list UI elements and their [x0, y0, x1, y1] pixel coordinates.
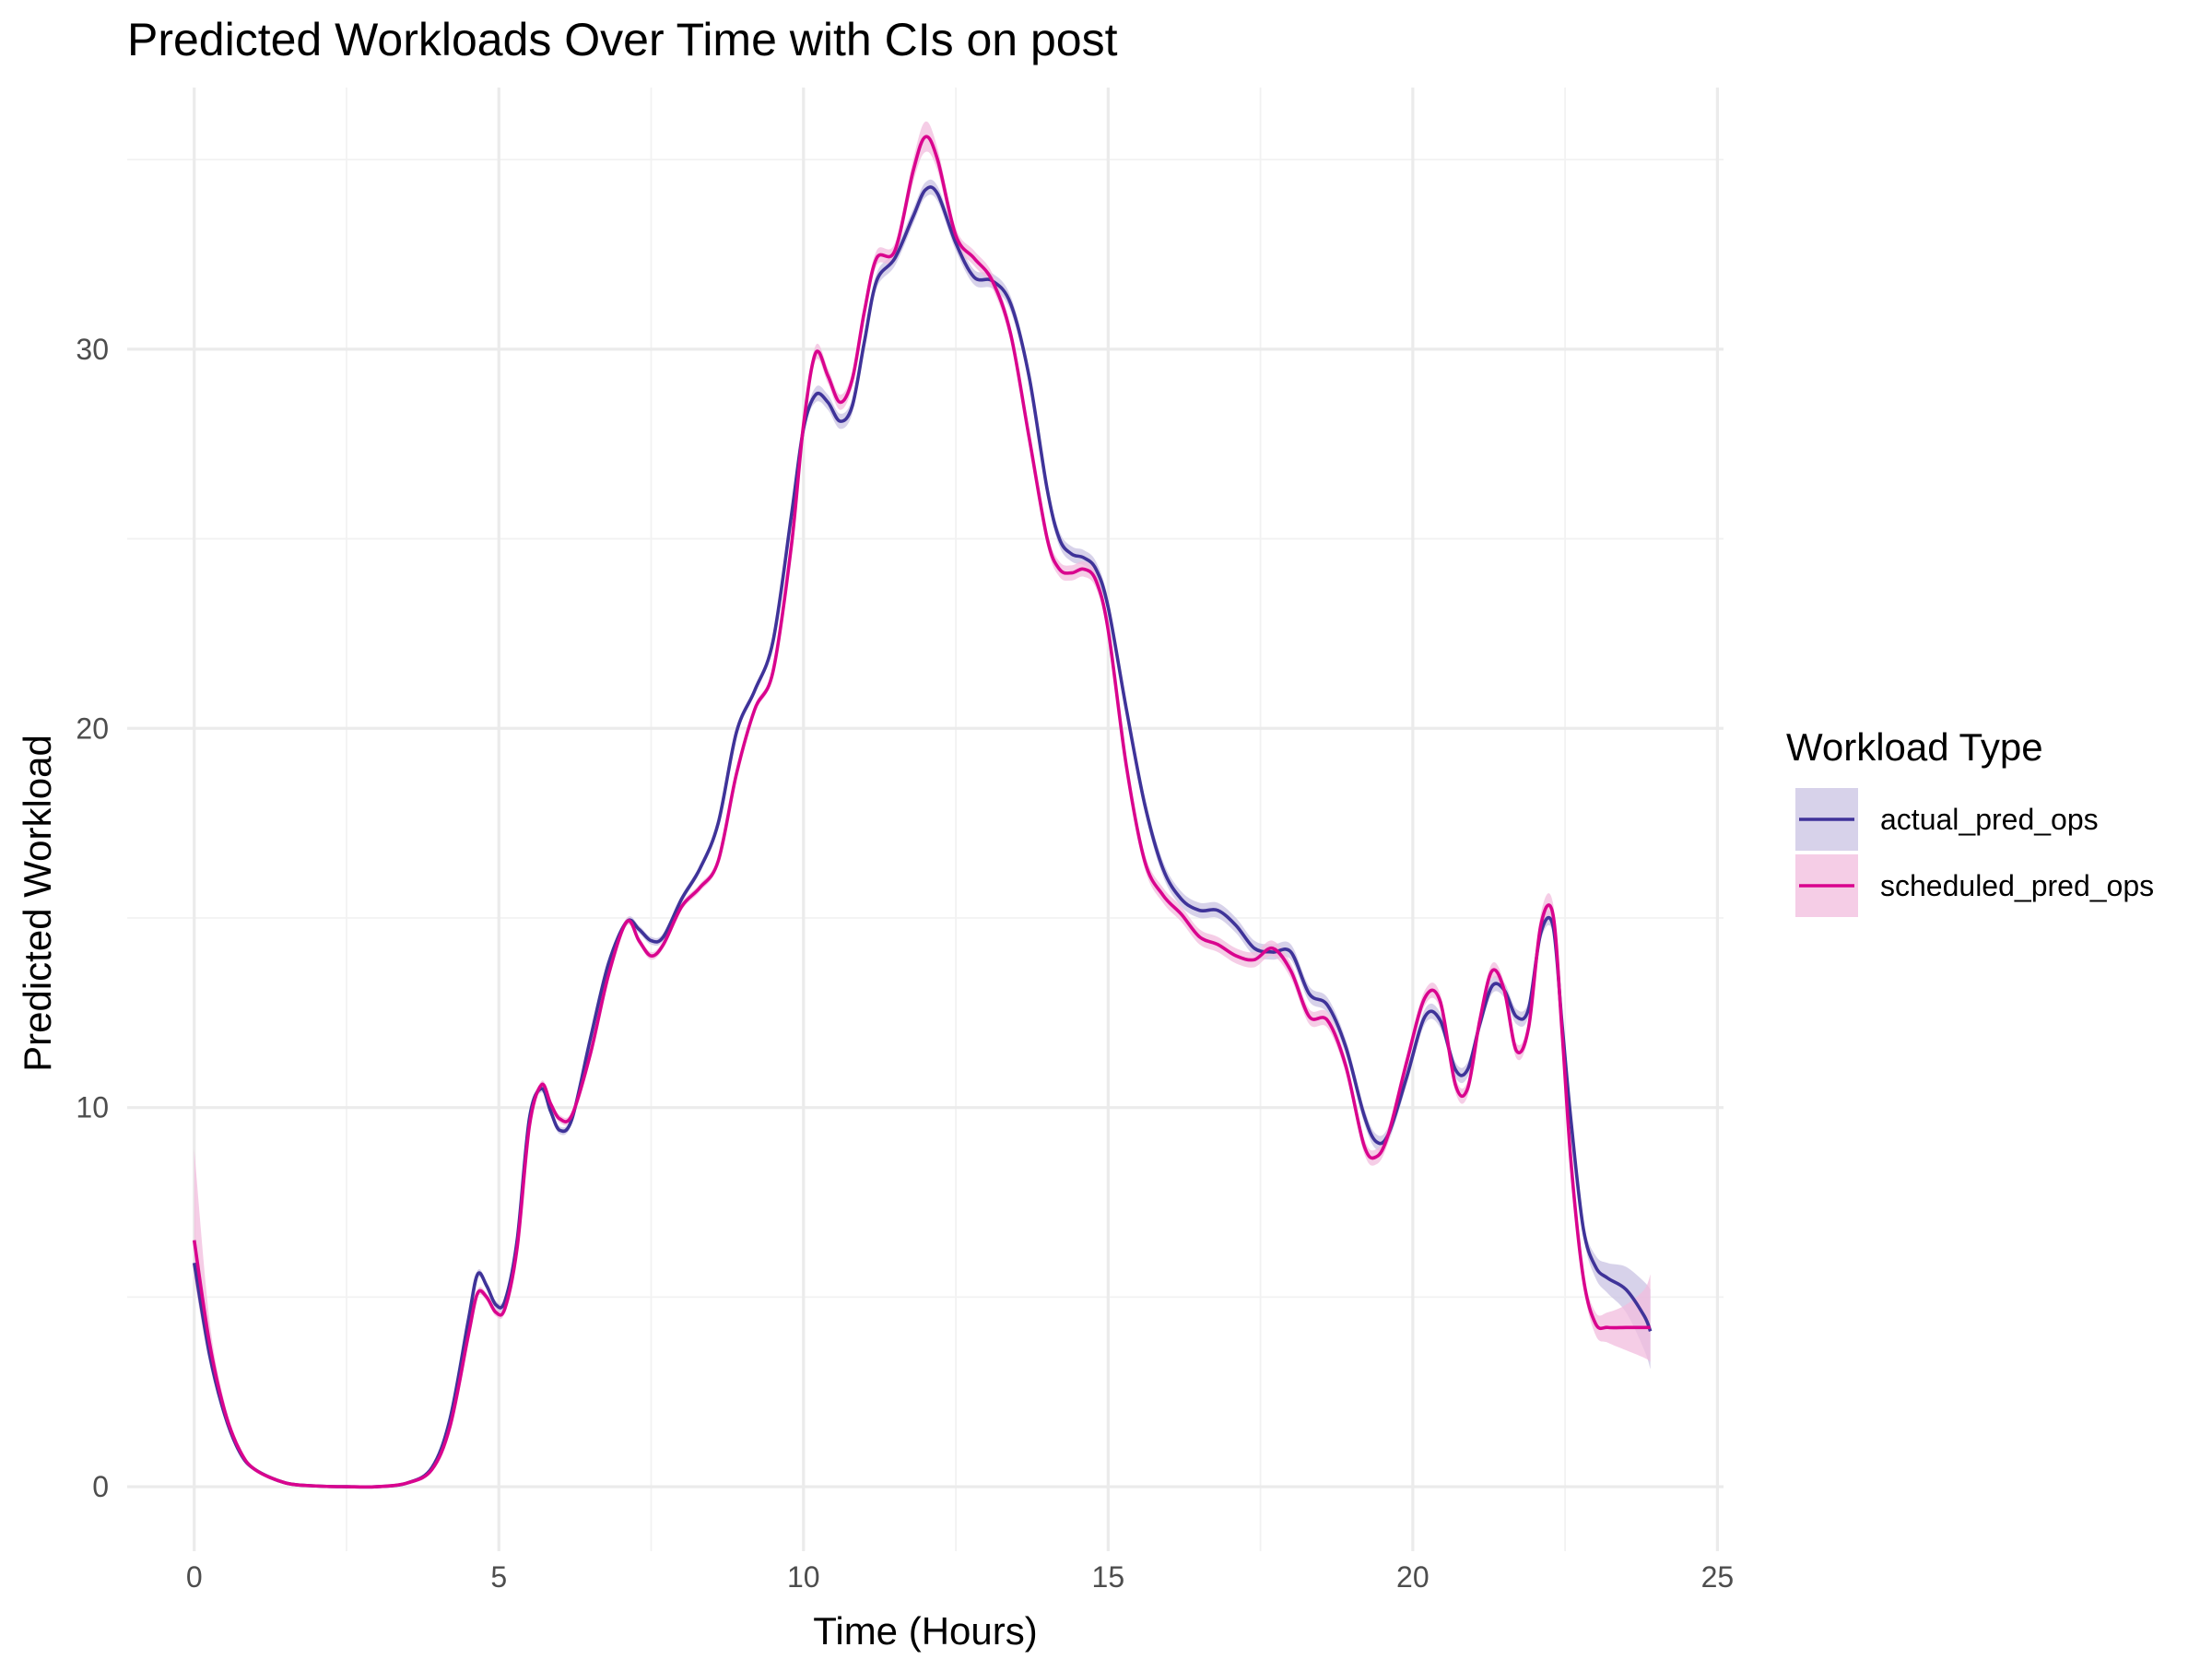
- series-line-actual_pred_ops: [192, 185, 1653, 1489]
- y-axis-title: Predicted Workload: [16, 735, 59, 1072]
- y-tick-label-0: 0: [92, 1470, 109, 1503]
- legend-items: actual_pred_ops scheduled_pred_ops: [1795, 788, 2154, 917]
- series-lines: [192, 135, 1653, 1489]
- legend-item-actual_pred_ops: actual_pred_ops: [1795, 788, 2099, 851]
- series-line-scheduled_pred_ops: [192, 135, 1651, 1489]
- legend: Workload Type actual_pred_ops scheduled_p…: [1786, 725, 2154, 917]
- minor-gridlines: [127, 88, 1724, 1551]
- x-tick-label-1: 5: [490, 1560, 507, 1594]
- x-axis-tick-labels: 0 5 10 15 20 25: [186, 1560, 1734, 1594]
- x-tick-label-4: 20: [1396, 1560, 1430, 1594]
- x-tick-label-0: 0: [186, 1560, 203, 1594]
- legend-label-actual_pred_ops: actual_pred_ops: [1880, 803, 2099, 836]
- x-tick-label-5: 25: [1701, 1560, 1735, 1594]
- x-tick-label-2: 10: [787, 1560, 820, 1594]
- chart-title: Predicted Workloads Over Time with CIs o…: [127, 14, 1118, 65]
- y-axis-tick-labels: 0 10 20 30: [76, 333, 109, 1503]
- legend-item-scheduled_pred_ops: scheduled_pred_ops: [1795, 854, 2154, 917]
- y-tick-label-1: 10: [76, 1091, 109, 1124]
- y-tick-label-2: 20: [76, 712, 109, 745]
- legend-label-scheduled_pred_ops: scheduled_pred_ops: [1880, 869, 2154, 902]
- legend-title: Workload Type: [1786, 725, 2043, 769]
- x-tick-label-3: 15: [1092, 1560, 1125, 1594]
- y-tick-label-3: 30: [76, 333, 109, 366]
- x-axis-title: Time (Hours): [813, 1609, 1037, 1653]
